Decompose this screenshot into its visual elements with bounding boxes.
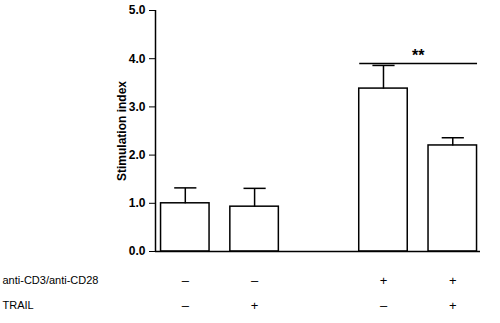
svg-text:–: –	[251, 273, 259, 288]
svg-text:+: +	[380, 273, 388, 288]
svg-text:anti-CD3/anti-CD28: anti-CD3/anti-CD28	[3, 274, 99, 286]
svg-text:–: –	[182, 298, 190, 313]
svg-text:3.0: 3.0	[129, 100, 146, 114]
svg-text:5.0: 5.0	[129, 3, 146, 17]
svg-text:–: –	[182, 273, 190, 288]
svg-text:4.0: 4.0	[129, 52, 146, 66]
svg-text:2.0: 2.0	[129, 148, 146, 162]
svg-text:TRAIL: TRAIL	[3, 299, 34, 311]
svg-text:–: –	[380, 298, 388, 313]
svg-text:**: **	[412, 47, 425, 64]
svg-text:0.0: 0.0	[129, 244, 146, 258]
svg-text:+: +	[449, 298, 457, 313]
svg-text:+: +	[251, 298, 259, 313]
svg-text:1.0: 1.0	[129, 196, 146, 210]
svg-text:+: +	[449, 273, 457, 288]
svg-text:Stimulation index: Stimulation index	[115, 81, 129, 181]
